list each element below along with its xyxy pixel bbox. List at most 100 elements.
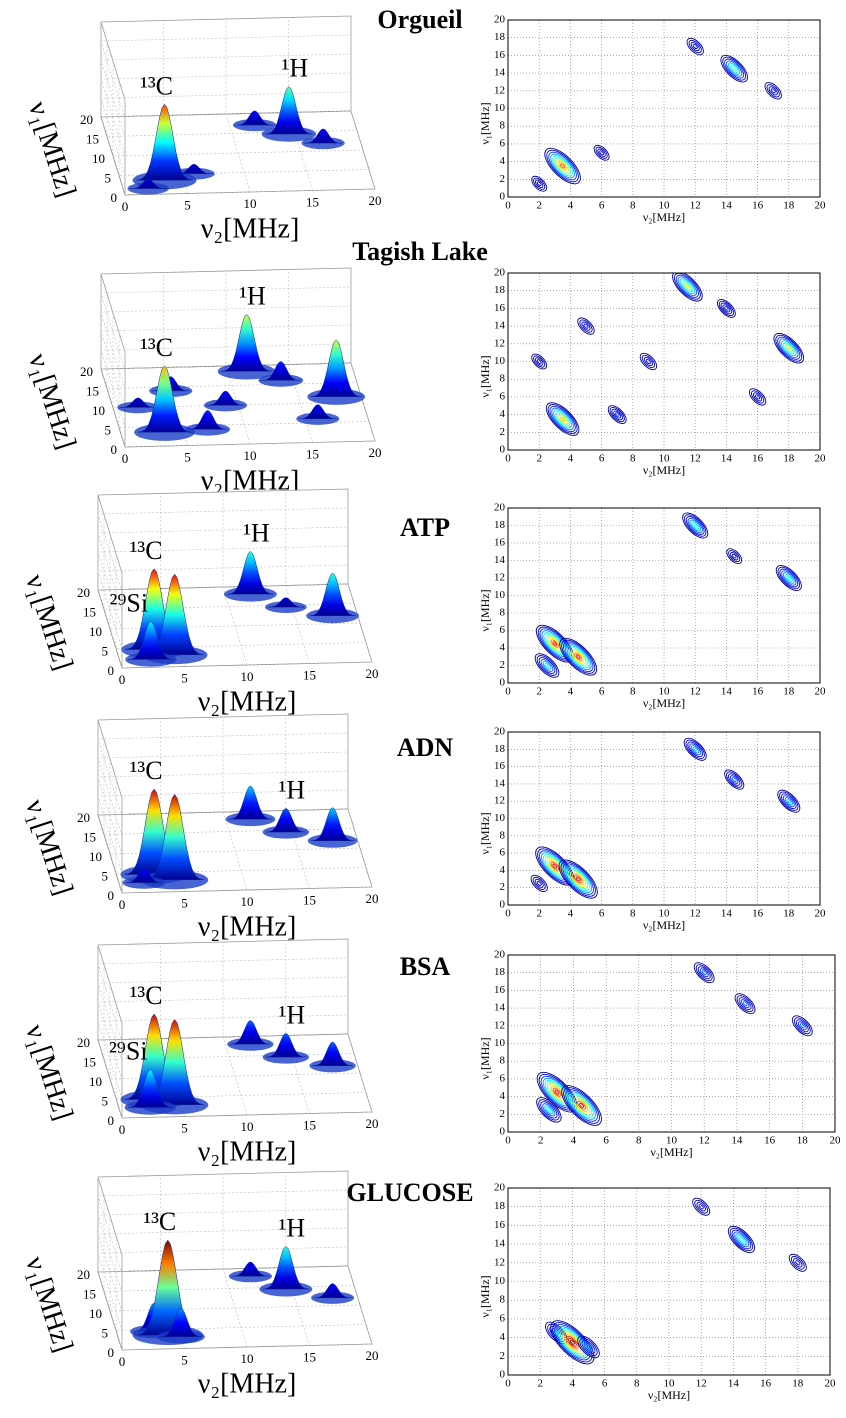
contour-ring (577, 317, 595, 335)
contour-ring (531, 175, 548, 192)
x-tick-label: 4 (568, 200, 574, 212)
y-tick-label: 16 (494, 984, 506, 996)
contour-ring (552, 155, 573, 177)
x-tick-label: 10 (659, 686, 671, 698)
contour-ring (533, 355, 546, 368)
peak (231, 1261, 270, 1277)
grid-line (124, 352, 376, 448)
x-axis-label: ν₂[MHz] (198, 1368, 297, 1399)
y-tick-label: 0 (500, 1126, 506, 1138)
y-tick-label: 18 (494, 966, 506, 978)
contour-ring (536, 655, 558, 676)
grid-line (97, 495, 123, 669)
contour-ring (728, 62, 741, 75)
y-tick-label: 8 (500, 1294, 506, 1306)
grid-line (112, 313, 364, 409)
contour-ring (547, 404, 578, 434)
contour-ring (777, 789, 801, 813)
contour-ring (726, 771, 743, 788)
contour-ring (781, 570, 797, 586)
peak-label: ¹H (282, 54, 309, 83)
plot-frame (507, 731, 821, 906)
x-tick-label: 5 (181, 670, 188, 685)
y-tick-label: 12 (494, 337, 505, 349)
peak-label: ²⁹Si (110, 588, 149, 617)
x-tick-label: 12 (690, 908, 701, 920)
y-tick-label: 14 (494, 67, 506, 79)
y-axis-label: ν₁[MHz] (478, 102, 492, 144)
contour-ring (536, 181, 542, 187)
contour-ring (550, 861, 560, 871)
contour-ring (542, 661, 552, 670)
x-tick-label: 10 (241, 1119, 254, 1134)
y-tick-label: 15 (83, 1286, 96, 1301)
contours (530, 737, 801, 899)
contour-ring (579, 319, 593, 333)
contour-ring (722, 56, 747, 81)
contour-ring (724, 769, 745, 790)
y-axis-label: ν₁[MHz] (478, 589, 492, 631)
contour-ring (779, 791, 799, 811)
y-tick-label: 20 (77, 1267, 90, 1282)
x-tick-label: 14 (721, 686, 733, 698)
x-tick-label: 0 (505, 200, 511, 212)
y-tick-label: 0 (500, 899, 506, 911)
x-tick-label: 10 (659, 453, 671, 465)
peak (310, 807, 355, 842)
x-tick-label: 6 (602, 1378, 608, 1390)
panel-title: Orgueil (377, 5, 462, 34)
contour-ring (755, 394, 761, 400)
contour-ring (722, 304, 731, 313)
contour-ring (595, 146, 608, 159)
contour-ring (734, 993, 756, 1015)
contour-ring (575, 654, 581, 660)
contour-ring (726, 548, 743, 565)
y-tick-label: 5 (105, 422, 112, 437)
contour-ring (687, 517, 703, 534)
contour-ring (736, 995, 754, 1013)
contour-ring (679, 278, 696, 295)
x-tick-label: 14 (731, 1135, 743, 1147)
x-tick-label: 20 (815, 200, 827, 212)
x-tick-label: 12 (690, 686, 701, 698)
contour-ring (775, 334, 803, 362)
contour-ring (731, 1229, 752, 1250)
contour-ring (681, 280, 694, 293)
y-tick-label: 10 (494, 589, 506, 601)
contour-ring (690, 42, 700, 52)
panel-title: ATP (400, 513, 450, 542)
y-tick-label: 4 (500, 1331, 506, 1343)
contour-ring (561, 1085, 602, 1126)
contour-ring (729, 775, 739, 784)
grid-line (285, 490, 310, 664)
contour-ring (790, 1255, 805, 1270)
contour-ring (692, 523, 698, 528)
peak (137, 365, 192, 433)
contour-ring (545, 402, 580, 436)
peak (304, 128, 343, 144)
contour-ring (571, 1095, 592, 1116)
contour-ring (639, 352, 658, 371)
contour-ring (735, 1233, 748, 1246)
y-tick-label: 0 (111, 442, 118, 457)
contour-ring (643, 356, 653, 367)
y-tick-label: 0 (111, 190, 118, 205)
contour-ring (686, 37, 704, 56)
x-axis-label: ν₂[MHz] (201, 213, 300, 244)
x-tick-label: 16 (752, 908, 764, 920)
y-axis-label: ν₁[MHz] (22, 98, 82, 201)
x-tick-label: 4 (568, 453, 574, 465)
peak (221, 314, 272, 372)
x-tick-label: 8 (630, 908, 636, 920)
contour-ring (535, 357, 544, 366)
grid-line (121, 573, 373, 669)
peak (262, 1246, 309, 1290)
contour-ring (577, 1101, 586, 1110)
contour-ring (564, 643, 592, 671)
plot-frame (507, 19, 821, 198)
contour-ring (551, 407, 574, 431)
y-tick-label: 14 (494, 554, 506, 566)
y-tick-label: 20 (80, 364, 93, 379)
x-tick-label: 0 (505, 1135, 511, 1147)
contour-ring (695, 964, 713, 982)
